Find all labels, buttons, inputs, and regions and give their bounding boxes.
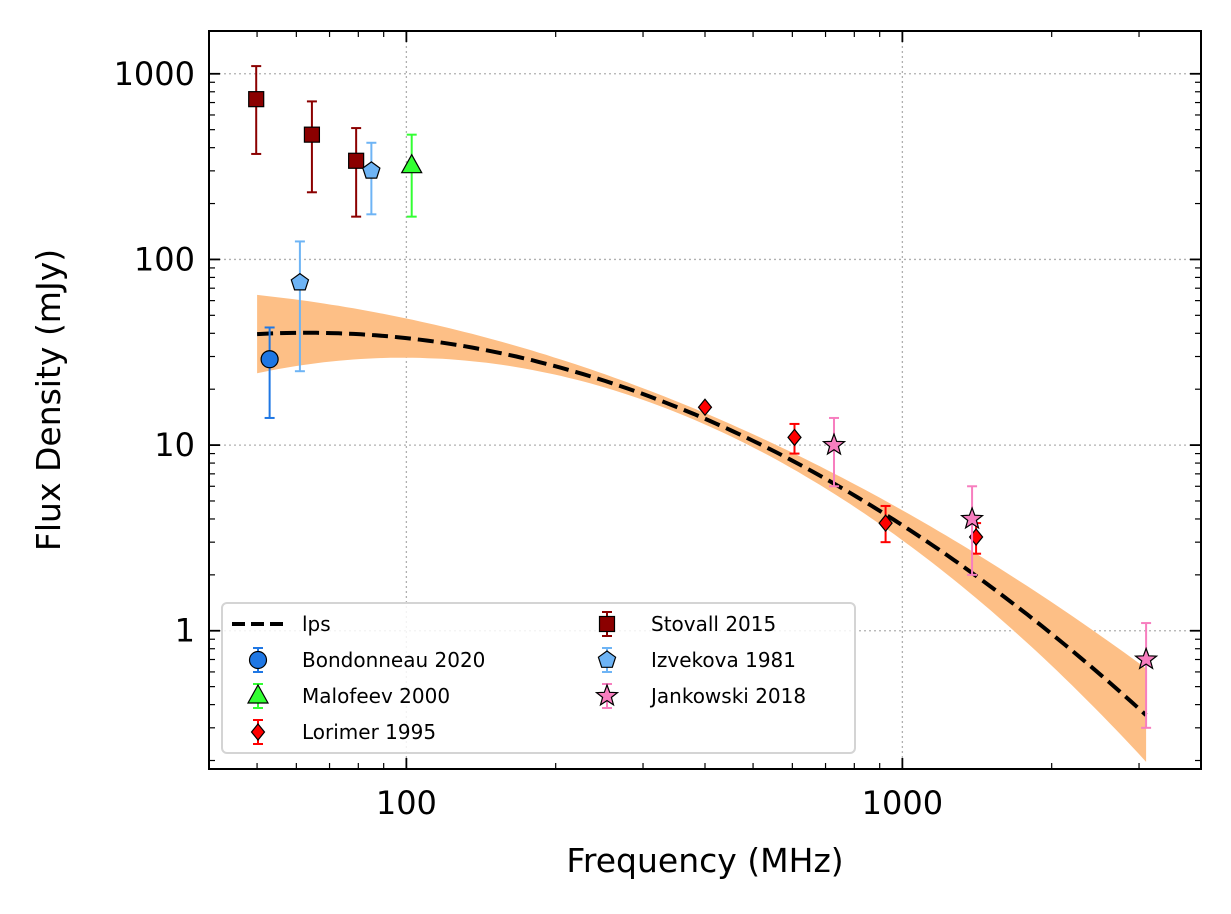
point-stovall-2015 bbox=[303, 126, 321, 143]
legend-label: Lorimer 1995 bbox=[302, 720, 436, 744]
x-axis-label: Frequency (MHz) bbox=[566, 841, 843, 880]
point-stovall-2015 bbox=[248, 91, 265, 108]
legend-box bbox=[221, 602, 856, 754]
point-lorimer-1995 bbox=[697, 398, 713, 417]
legend-marker-bondonneau-2020 bbox=[248, 650, 268, 670]
model-line-layer bbox=[257, 330, 1148, 717]
legend: lps Bondonneau 2020 Malofeev 2000 Lorimer 1… bbox=[221, 602, 856, 754]
legend-label: Izvekova 1981 bbox=[651, 648, 796, 672]
legend-label: Malofeev 2000 bbox=[302, 684, 450, 708]
y-axis-label: Flux Density (mJy) bbox=[29, 249, 68, 551]
legend-marker-lorimer-1995 bbox=[250, 723, 266, 741]
point-bondonneau-2020 bbox=[260, 350, 279, 369]
point-izvekova-1981 bbox=[290, 272, 310, 291]
legend-marker-izvekova-1981 bbox=[597, 650, 617, 668]
legend-marker-jankowski-2018 bbox=[594, 683, 620, 707]
y-tick-label: 10 bbox=[154, 426, 195, 464]
model-uncertainty-band bbox=[257, 294, 1147, 762]
point-jankowski-2018 bbox=[1133, 646, 1159, 670]
point-lorimer-1995 bbox=[787, 428, 802, 447]
legend-label: Stovall 2015 bbox=[651, 612, 776, 636]
legend-marker-malofeev-2000 bbox=[246, 683, 270, 704]
ticks-layer bbox=[209, 31, 1201, 769]
point-jankowski-2018 bbox=[821, 432, 847, 456]
y-tick-label: 1 bbox=[175, 612, 195, 650]
point-stovall-2015 bbox=[348, 152, 365, 169]
y-tick-label: 1000 bbox=[114, 55, 195, 93]
y-tick-label: 100 bbox=[134, 240, 195, 278]
model-lps-line bbox=[257, 330, 1148, 717]
data-points-layer bbox=[248, 65, 1159, 729]
point-izvekova-1981 bbox=[362, 161, 381, 179]
x-tick-label: 100 bbox=[376, 784, 437, 822]
point-jankowski-2018 bbox=[959, 506, 985, 530]
legend-label: lps bbox=[302, 612, 331, 636]
tick-labels-layer: 100 1000 1 10 100 1000 bbox=[114, 55, 944, 822]
point-lorimer-1995 bbox=[878, 514, 893, 533]
x-tick-label: 1000 bbox=[862, 784, 943, 822]
model-band-layer bbox=[257, 294, 1147, 762]
legend-marker-stovall-2015 bbox=[598, 615, 616, 633]
legend-label: Jankowski 2018 bbox=[649, 684, 806, 708]
legend-label: Bondonneau 2020 bbox=[302, 648, 485, 672]
point-malofeev-2000 bbox=[400, 153, 423, 174]
